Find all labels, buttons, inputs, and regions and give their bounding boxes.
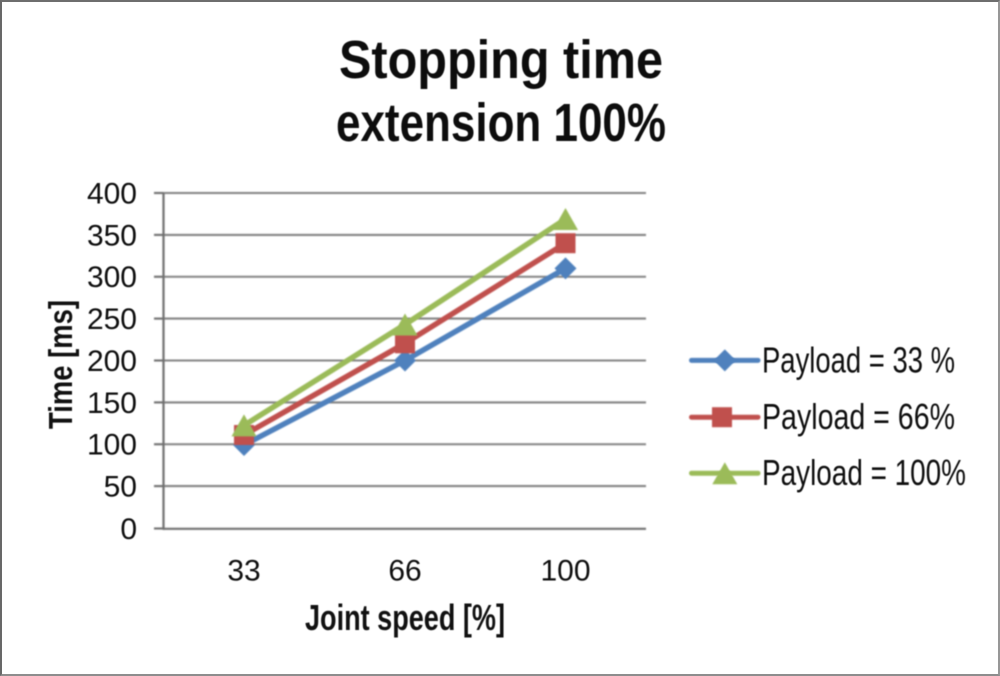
svg-text:100: 100 bbox=[540, 555, 590, 588]
svg-text:150: 150 bbox=[87, 387, 137, 420]
svg-text:250: 250 bbox=[87, 303, 137, 336]
svg-text:50: 50 bbox=[104, 471, 137, 504]
svg-text:400: 400 bbox=[87, 178, 137, 211]
svg-text:66: 66 bbox=[388, 555, 421, 588]
svg-text:0: 0 bbox=[120, 513, 137, 546]
svg-text:extension 100%: extension 100% bbox=[336, 93, 666, 153]
svg-text:Payload = 66%: Payload = 66% bbox=[762, 396, 955, 437]
svg-text:300: 300 bbox=[87, 261, 137, 294]
svg-text:100: 100 bbox=[87, 429, 137, 462]
svg-text:Time [ms]: Time [ms] bbox=[42, 300, 79, 429]
svg-text:33: 33 bbox=[227, 555, 260, 588]
svg-text:Payload = 100%: Payload = 100% bbox=[762, 452, 966, 493]
svg-text:200: 200 bbox=[87, 345, 137, 378]
svg-text:Joint speed [%]: Joint speed [%] bbox=[305, 597, 505, 638]
svg-text:Payload = 33 %: Payload = 33 % bbox=[762, 339, 955, 380]
svg-text:350: 350 bbox=[87, 219, 137, 252]
svg-text:Stopping time: Stopping time bbox=[339, 30, 663, 90]
